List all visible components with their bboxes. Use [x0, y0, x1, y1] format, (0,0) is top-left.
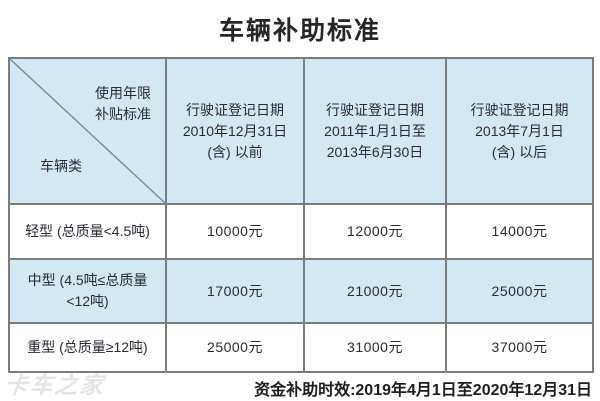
- row-label-light: 轻型 (总质量<4.5吨): [8, 203, 167, 260]
- corner-top-line1: 使用年限: [95, 85, 151, 101]
- column-header-after-2013: 行驶证登记日期 2013年7月1日 (含) 以后: [445, 57, 594, 205]
- row-label-medium: 中型 (4.5吨≤总质量<12吨): [8, 258, 167, 324]
- footer-validity-note: 资金补助时效:2019年4月1日至2020年12月31日: [254, 382, 592, 399]
- column-header-2011-2013: 行驶证登记日期 2011年1月1日至 2013年6月30日: [303, 57, 447, 205]
- value-cell: 12000元: [303, 203, 447, 260]
- value-cell: 17000元: [165, 258, 305, 324]
- value-cell: 21000元: [303, 258, 447, 324]
- corner-top-line2: 补贴标准: [95, 106, 151, 122]
- value-cell: 14000元: [445, 203, 594, 260]
- corner-bottom-label: 车辆类: [40, 158, 82, 174]
- corner-top-label: 使用年限 补贴标准: [95, 83, 151, 125]
- table-row-medium-truck: 中型 (4.5吨≤总质量<12吨) 17000元 21000元 25000元: [8, 258, 594, 324]
- corner-header-cell: 使用年限 补贴标准 车辆类: [8, 57, 167, 205]
- subsidy-table: 使用年限 补贴标准 车辆类 行驶证登记日期 2010年12月31日 (含) 以前…: [8, 57, 594, 373]
- value-cell: 31000元: [303, 322, 447, 373]
- row-label-heavy: 重型 (总质量≥12吨): [8, 322, 167, 373]
- value-cell: 25000元: [165, 322, 305, 373]
- value-cell: 10000元: [165, 203, 305, 260]
- watermark-logo: 卡车之家: [3, 372, 107, 398]
- table-row-light-truck: 轻型 (总质量<4.5吨) 10000元 12000元 14000元: [8, 203, 594, 260]
- diagonal-divider-line: [10, 59, 165, 203]
- table-row-heavy-truck: 重型 (总质量≥12吨) 25000元 31000元 37000元: [8, 322, 594, 373]
- value-cell: 37000元: [445, 322, 594, 373]
- column-header-before-2010: 行驶证登记日期 2010年12月31日 (含) 以前: [165, 57, 305, 205]
- page-title: 车辆补助标准: [218, 17, 381, 45]
- header-row: 使用年限 补贴标准 车辆类 行驶证登记日期 2010年12月31日 (含) 以前…: [8, 57, 594, 205]
- value-cell: 25000元: [445, 258, 594, 324]
